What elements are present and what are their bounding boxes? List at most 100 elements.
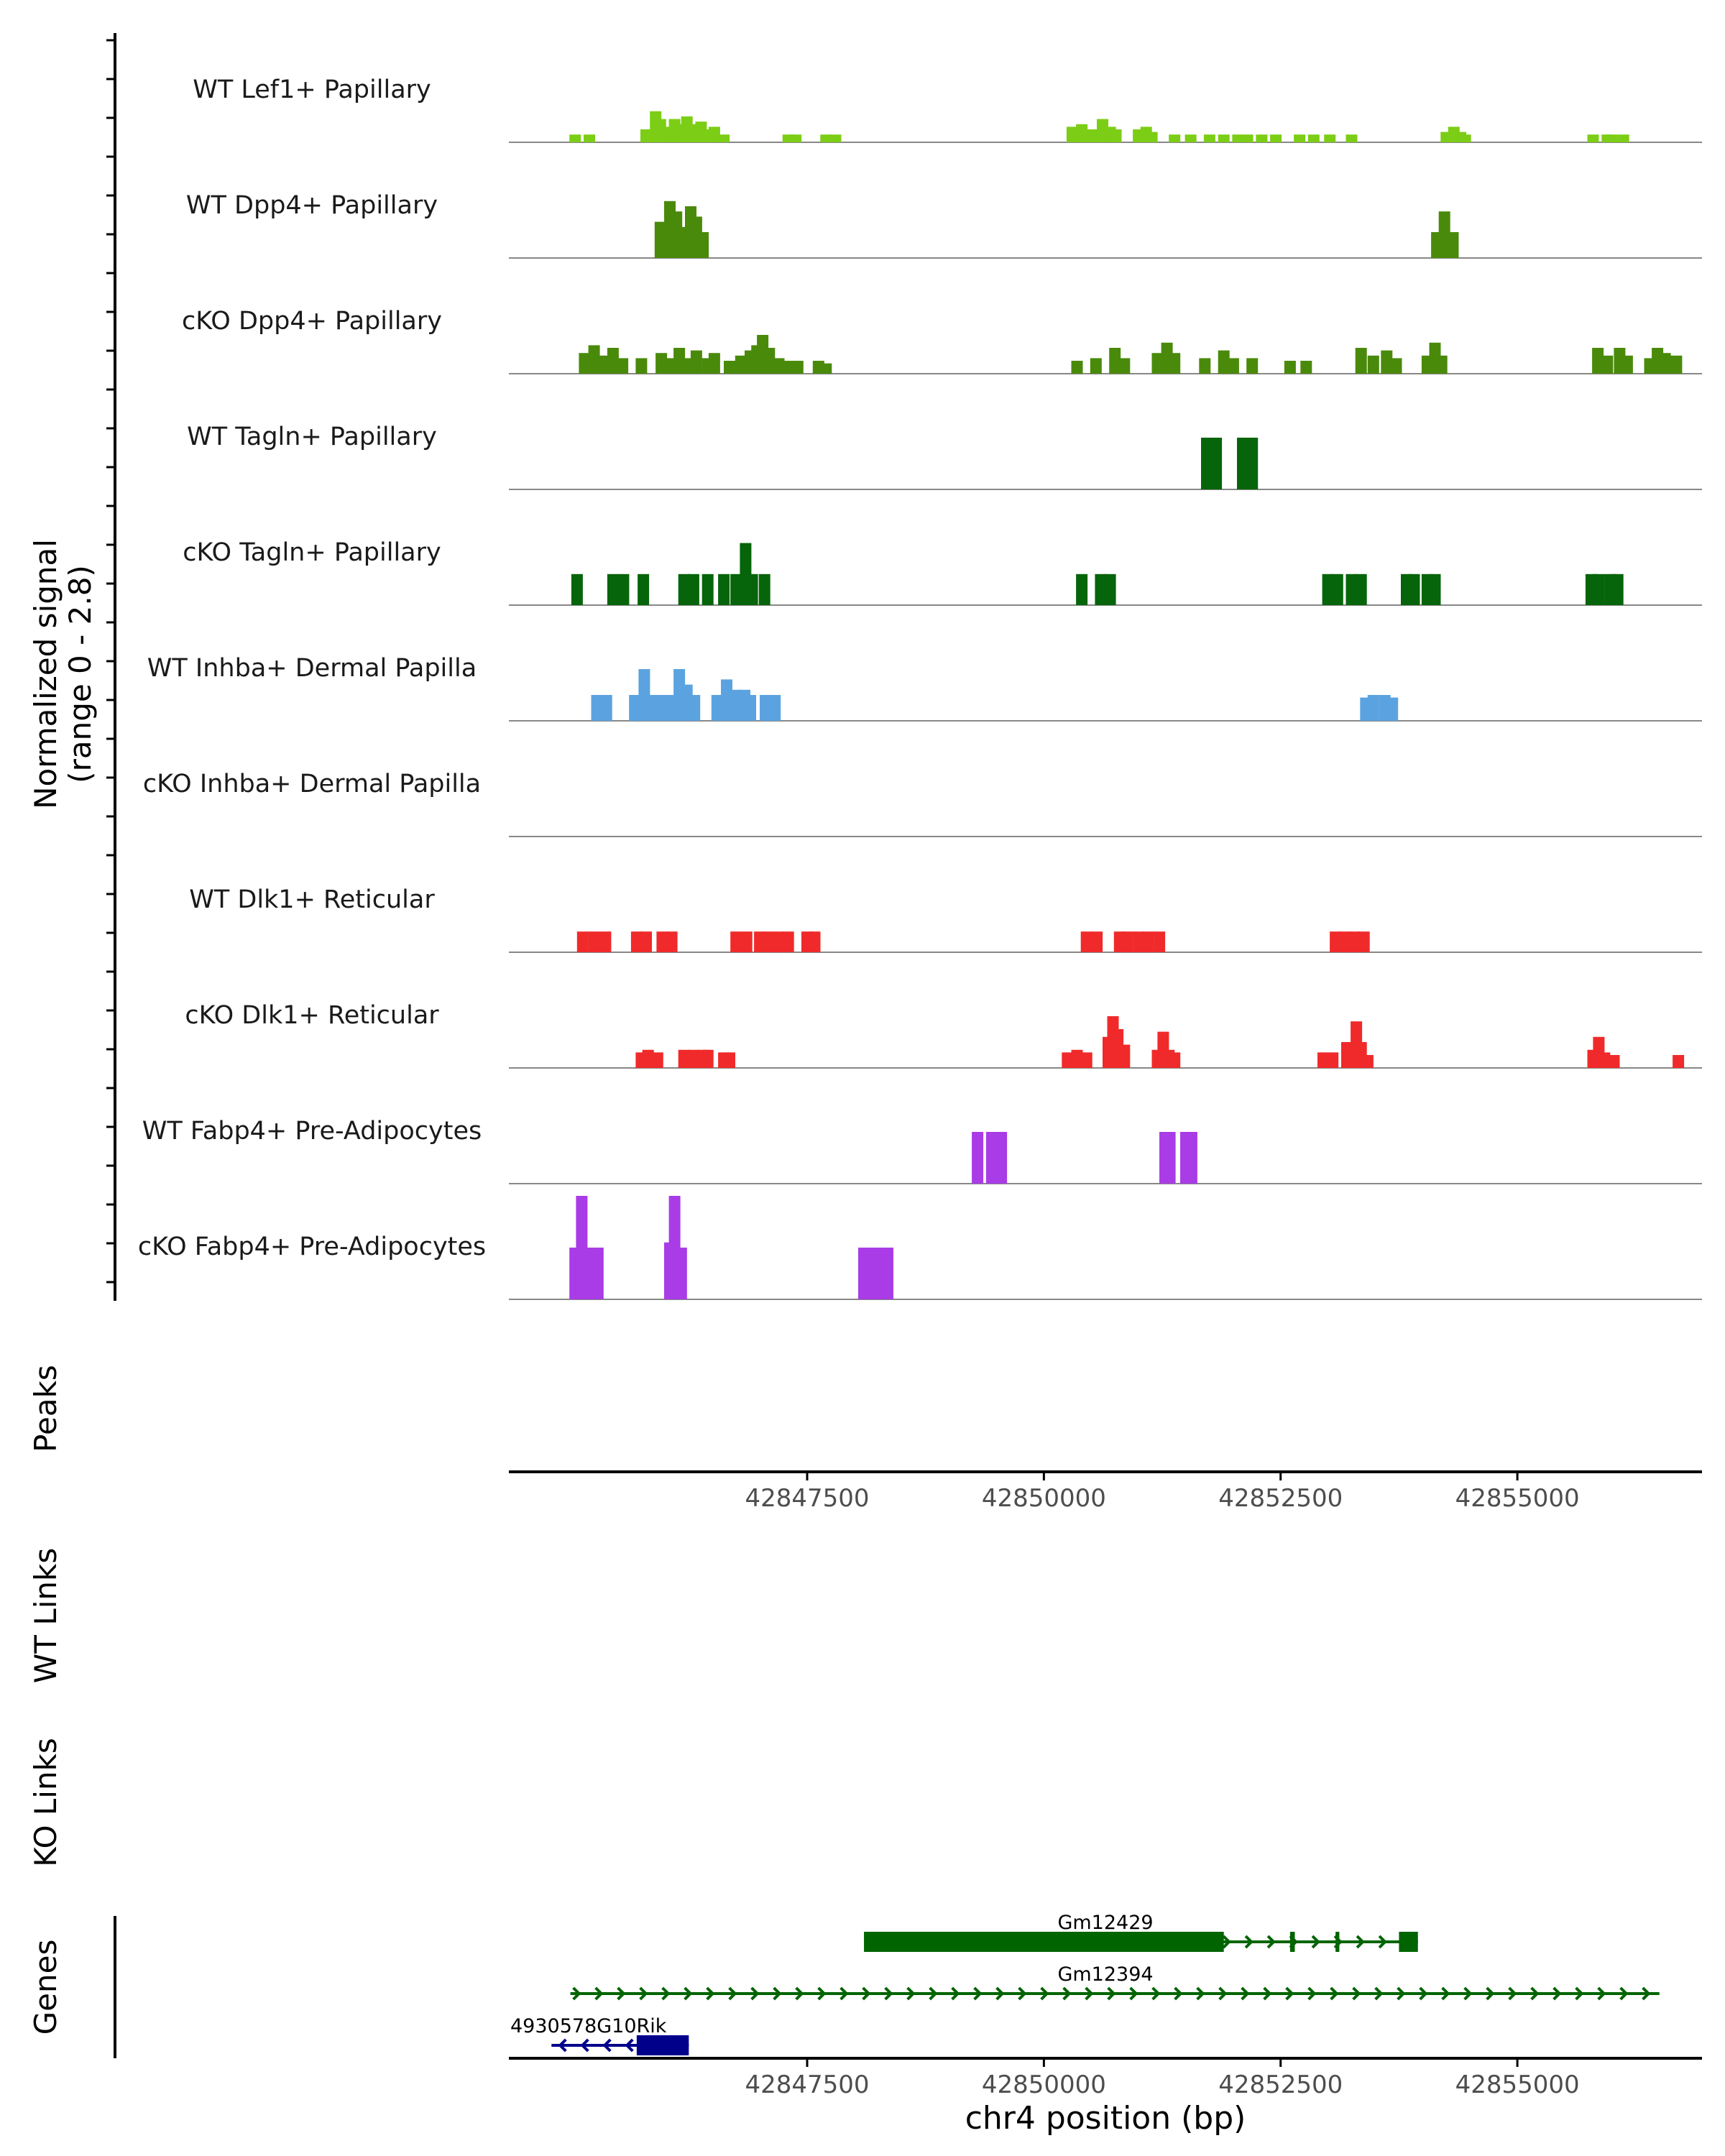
coverage-bar xyxy=(675,1248,687,1299)
coverage-track: WT Fabp4+ Pre-Adipocytes xyxy=(142,1117,1702,1184)
strand-arrow-icon xyxy=(1397,1986,1406,2001)
coverage-bar xyxy=(1587,134,1599,142)
coverage-bar xyxy=(773,358,785,374)
gene-name-label: Gm12394 xyxy=(1057,1963,1153,1986)
strand-arrow-icon xyxy=(1419,1986,1428,2001)
coverage-bar xyxy=(1237,438,1248,489)
strand-arrow-icon xyxy=(1040,1986,1049,2001)
ko-links-label: KO Links xyxy=(28,1738,63,1867)
coverage-bar xyxy=(1339,931,1351,952)
coverage-bar xyxy=(995,1132,1008,1184)
coverage-bar xyxy=(1121,931,1133,952)
coverage-bar xyxy=(1246,438,1259,489)
coverage-bar xyxy=(1294,134,1306,142)
coverage-bar xyxy=(678,573,690,605)
coverage-bar xyxy=(1201,438,1213,489)
gene-exon xyxy=(1399,1932,1418,1952)
strand-arrow-icon xyxy=(1129,1986,1138,2001)
genes-x-tick-label: 42852500 xyxy=(1218,2070,1343,2099)
coverage-bar xyxy=(629,695,641,721)
coverage-bar xyxy=(592,1248,604,1299)
coverage-bar xyxy=(1361,1055,1374,1068)
strand-arrow-icon xyxy=(661,1986,671,2001)
coverage-bar xyxy=(1095,573,1107,605)
coverage-bar xyxy=(730,573,742,605)
strand-arrow-icon xyxy=(1378,1935,1387,1949)
coverage-bar xyxy=(588,345,600,374)
strand-arrow-icon xyxy=(1330,1986,1339,2001)
strand-arrow-icon xyxy=(1218,1986,1228,2001)
track-label: cKO Inhba+ Dermal Papilla xyxy=(143,770,481,798)
gene-track: Gm12429 Gm12394 4930578G10Rik xyxy=(510,1912,1660,2055)
coverage-bar xyxy=(579,353,591,374)
coverage-bar xyxy=(1071,361,1083,374)
coverage-bar xyxy=(1327,1052,1339,1068)
coverage-bar xyxy=(758,573,770,605)
coverage-bar xyxy=(1154,931,1166,952)
coverage-bar xyxy=(1355,348,1367,374)
coverage-bar xyxy=(1284,361,1296,374)
coverage-bar xyxy=(1390,358,1402,374)
coverage-bar xyxy=(829,134,842,142)
coverage-bar xyxy=(673,348,686,374)
coverage-bar xyxy=(1151,353,1164,374)
coverage-bar xyxy=(1358,931,1370,952)
strand-arrow-icon xyxy=(1196,1986,1205,2001)
gene-model: Gm12429 xyxy=(864,1912,1418,1952)
coverage-bar xyxy=(1076,124,1088,142)
strand-arrow-icon xyxy=(1530,1986,1540,2001)
gene-name-label: 4930578G10Rik xyxy=(510,2015,667,2037)
coverage-bar xyxy=(1218,350,1230,374)
strand-arrow-icon xyxy=(1062,1986,1072,2001)
genes-x-axis: 42847500 42850000 42852500 42855000 chr4 po… xyxy=(509,2057,1702,2137)
peaks-x-tick-label: 42850000 xyxy=(982,1484,1106,1513)
coverage-track: WT Dlk1+ Reticular xyxy=(189,885,1702,953)
x-axis-label: chr4 position (bp) xyxy=(965,2100,1246,2137)
coverage-bar xyxy=(1133,931,1145,952)
strand-arrow-icon xyxy=(995,1986,1005,2001)
coverage-bar xyxy=(1593,573,1605,605)
track-label: WT Lef1+ Papillary xyxy=(193,75,431,104)
strand-arrow-icon xyxy=(706,1986,715,2001)
coverage-tracks: WT Lef1+ Papillary WT Dpp4+ Papillary cKO … xyxy=(138,75,1702,1300)
coverage-bar xyxy=(640,931,652,952)
strand-arrow-icon xyxy=(840,1986,849,2001)
coverage-bar xyxy=(790,134,802,142)
coverage-bar xyxy=(1592,348,1604,374)
coverage-bar xyxy=(1386,697,1399,721)
coverage-bar xyxy=(820,134,832,142)
coverage-bar xyxy=(1164,1132,1176,1184)
coverage-bar xyxy=(746,573,758,605)
coverage-bar xyxy=(687,1049,699,1068)
coverage-bar xyxy=(569,134,581,142)
coverage-bar xyxy=(763,931,774,952)
strand-arrow-icon xyxy=(773,1986,782,2001)
coverage-bar xyxy=(782,134,794,142)
coverage-bar xyxy=(745,695,756,721)
coverage-bar xyxy=(690,350,702,374)
left-panel: Normalized signal (range 0 - 2.8) Peaks … xyxy=(28,33,116,2058)
coverage-bar xyxy=(1241,134,1254,142)
coverage-bar xyxy=(1307,134,1320,142)
strand-arrow-icon xyxy=(817,1986,827,2001)
coverage-bar xyxy=(630,931,643,952)
peaks-x-tick-label: 42847500 xyxy=(745,1484,869,1513)
coverage-bar xyxy=(576,931,589,952)
coverage-bar xyxy=(1185,1132,1197,1184)
coverage-bar xyxy=(1341,1042,1353,1068)
coverage-bar xyxy=(656,931,668,952)
coverage-bar xyxy=(571,573,583,605)
strand-arrow-icon xyxy=(951,1986,960,2001)
coverage-bar xyxy=(718,134,730,142)
strand-arrow-icon xyxy=(973,1986,983,2001)
coverage-bar xyxy=(1367,355,1379,374)
coverage-bar xyxy=(1118,1044,1131,1068)
strand-arrow-icon xyxy=(1285,1986,1294,2001)
strand-arrow-icon xyxy=(862,1986,871,2001)
coverage-bar xyxy=(666,931,678,952)
coverage-bar xyxy=(1435,355,1448,374)
coverage-bar xyxy=(647,695,659,721)
strand-arrow-icon xyxy=(1352,1986,1361,2001)
strand-arrow-icon xyxy=(1307,1986,1317,2001)
coverage-bar xyxy=(1408,573,1420,605)
